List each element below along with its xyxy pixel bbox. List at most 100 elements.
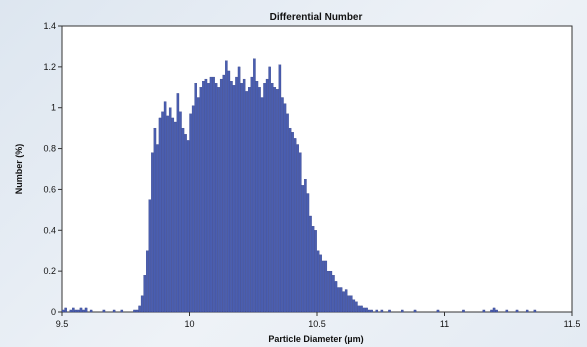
histogram-bar — [314, 230, 317, 313]
histogram-bar — [327, 270, 330, 313]
histogram-bar — [311, 226, 315, 313]
histogram-bar — [296, 144, 300, 313]
histogram-bar — [158, 117, 162, 313]
histogram-bar — [79, 307, 83, 313]
histogram-bar — [298, 152, 302, 313]
histogram-bar — [288, 127, 292, 313]
histogram-bar — [319, 254, 322, 313]
x-tick-label: 9.5 — [56, 319, 69, 329]
histogram-bar — [212, 76, 215, 313]
histogram-bar — [64, 307, 67, 313]
histogram-bar — [120, 309, 124, 313]
y-tick-label: 0.6 — [43, 184, 56, 194]
histogram-bar — [505, 309, 509, 313]
y-tick-label: 0.2 — [43, 266, 56, 276]
histogram-bar — [365, 307, 368, 313]
y-tick-label: 1.4 — [43, 21, 56, 31]
histogram-bar — [161, 111, 164, 313]
histogram-bar — [332, 275, 335, 313]
histogram-bar — [281, 97, 284, 313]
histogram-bar — [176, 93, 180, 313]
histogram-bar — [324, 260, 328, 313]
histogram-bar — [145, 250, 149, 313]
histogram-bar — [367, 309, 371, 313]
histogram-bar — [268, 66, 271, 313]
histogram-bar — [309, 215, 312, 313]
histogram-bar — [77, 309, 80, 313]
y-axis-label: Number (%) — [14, 144, 24, 195]
histogram-bar — [189, 113, 192, 313]
histogram-bar — [301, 185, 305, 313]
histogram-bar — [370, 309, 373, 313]
histogram-bar — [143, 275, 147, 313]
y-tick-label: 0 — [51, 307, 56, 317]
histogram-bar — [380, 309, 384, 313]
histogram-bar — [204, 78, 208, 313]
histogram-bar — [293, 138, 297, 313]
histogram-bar — [258, 87, 261, 313]
histogram-bar — [375, 309, 379, 313]
histogram-bar — [245, 91, 249, 313]
histogram-bar — [334, 281, 338, 313]
histogram-bar — [283, 103, 287, 313]
x-tick-label: 11 — [440, 319, 449, 329]
histogram-bar — [347, 295, 351, 313]
histogram-bar — [225, 60, 228, 313]
histogram-bar — [135, 309, 139, 313]
histogram-bar — [240, 83, 243, 313]
histogram-bar — [153, 127, 157, 313]
x-tick-label: 11.5 — [564, 319, 581, 329]
histogram-bar — [482, 309, 486, 313]
histogram-bar — [174, 121, 177, 313]
histogram-bar — [171, 117, 175, 313]
histogram-bar — [355, 301, 358, 313]
histogram-bar — [74, 309, 78, 313]
histogram-bar — [321, 260, 325, 313]
histogram-bar — [196, 97, 200, 313]
x-axis: 9.5 10 10.5 11 11.5 — [56, 312, 581, 329]
histogram-bar — [291, 132, 294, 313]
histogram-bar — [140, 295, 144, 313]
histogram-bar — [61, 309, 65, 313]
histogram-bar — [89, 309, 93, 313]
histogram-bar — [194, 83, 198, 313]
histogram-bar — [533, 309, 537, 313]
histogram-bar — [168, 107, 172, 313]
histogram-bar — [202, 81, 205, 313]
histogram-bar — [436, 309, 440, 313]
x-axis-label: Particle Diameter (µm) — [268, 334, 363, 344]
histogram-bar — [490, 309, 493, 313]
histogram-bar — [515, 309, 519, 313]
histogram-bar — [163, 101, 167, 313]
histogram-bar — [237, 66, 241, 313]
histogram-bar — [156, 144, 159, 313]
histogram-bar — [166, 115, 169, 313]
histogram-bar — [316, 250, 320, 313]
histogram-bar — [388, 309, 391, 313]
histogram-bar — [214, 83, 218, 313]
histogram-bar — [242, 78, 246, 313]
histogram-bar — [339, 287, 343, 313]
histogram-bar — [222, 74, 226, 313]
histogram-bar — [207, 83, 210, 313]
histogram-bar — [360, 305, 363, 313]
histogram-bar — [342, 291, 345, 313]
histogram-bar — [304, 179, 307, 313]
histogram-bar — [199, 87, 203, 313]
histogram-bar — [217, 87, 220, 313]
histogram-bar — [82, 309, 85, 313]
histogram-bar — [84, 307, 88, 313]
histogram-bar — [253, 58, 256, 313]
histogram-bar — [306, 193, 310, 313]
histogram-bar — [112, 309, 116, 313]
histogram-bar — [263, 83, 266, 313]
histogram-bar — [400, 309, 404, 313]
histogram-bar — [349, 295, 353, 313]
histogram-bar — [191, 105, 195, 313]
histogram-bar — [278, 64, 282, 313]
histogram-bar — [525, 309, 529, 313]
histogram-bar — [138, 305, 141, 313]
histogram-bar — [362, 307, 366, 313]
histogram-bar — [219, 78, 223, 313]
histogram-bar — [230, 81, 233, 313]
